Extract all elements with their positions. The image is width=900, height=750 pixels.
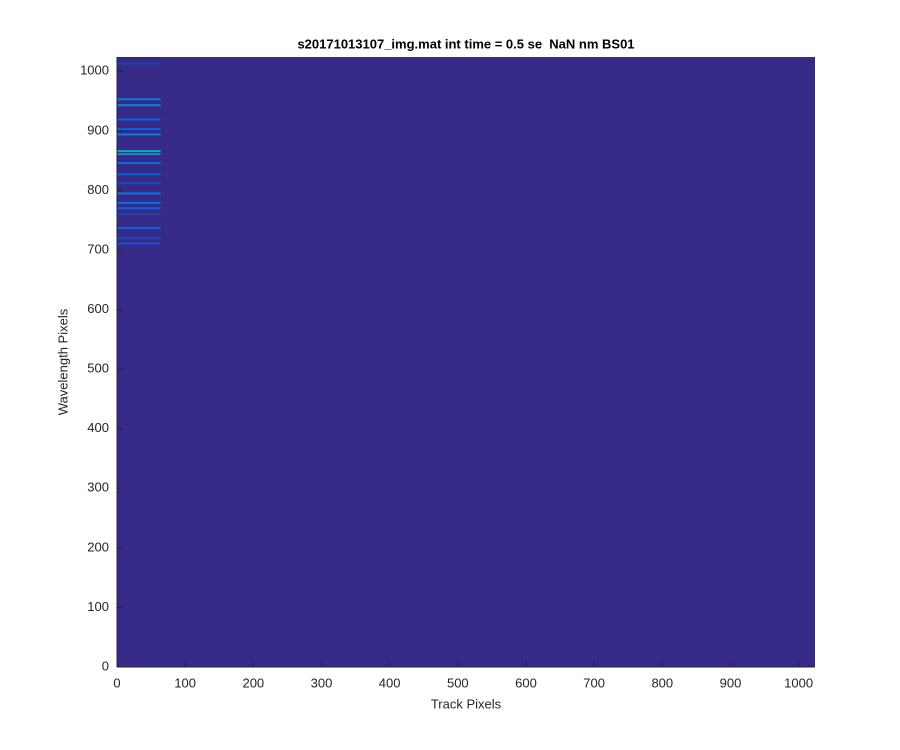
y-tick-label: 900: [87, 122, 109, 137]
y-tick-label: 200: [87, 539, 109, 554]
y-tick-label: 0: [102, 658, 109, 673]
image-background: [117, 57, 815, 667]
spectral-line: [117, 128, 161, 131]
x-tick-label: 600: [515, 675, 537, 690]
x-tick-label: 800: [651, 675, 673, 690]
spectral-line: [117, 207, 161, 210]
y-tick-label: 700: [87, 241, 109, 256]
spectral-line: [117, 182, 161, 185]
x-axis-label: Track Pixels: [431, 696, 502, 711]
x-tick-label: 500: [447, 675, 469, 690]
x-tick-label: 1000: [784, 675, 813, 690]
y-tick-label: 500: [87, 361, 109, 376]
x-tick-label: 900: [720, 675, 742, 690]
spectral-line: [117, 192, 161, 195]
y-tick-label: 400: [87, 420, 109, 435]
x-tick-label: 400: [379, 675, 401, 690]
spectral-line: [117, 62, 161, 65]
spectral-line: [117, 133, 161, 136]
spectral-line: [117, 242, 161, 245]
spectral-line: [117, 201, 161, 204]
spectral-line: [117, 213, 161, 216]
spectral-line: [117, 98, 161, 101]
spectral-line: [117, 226, 161, 229]
spectral-line: [117, 162, 161, 165]
spectral-line: [117, 173, 161, 176]
x-tick-label: 300: [311, 675, 333, 690]
y-axis-label: Wavelength Pixels: [55, 308, 70, 415]
chart-title: s20171013107_img.mat int time = 0.5 se N…: [297, 36, 634, 51]
spectral-line: [117, 118, 161, 121]
y-tick-label: 100: [87, 599, 109, 614]
spectral-line: [117, 153, 161, 156]
x-tick-label: 700: [583, 675, 605, 690]
spectral-line: [117, 104, 161, 107]
y-tick-label: 1000: [80, 63, 109, 78]
y-tick-label: 600: [87, 301, 109, 316]
spectral-line: [117, 150, 161, 153]
x-tick-label: 0: [113, 675, 120, 690]
spectral-line: [117, 237, 161, 240]
y-tick-label: 800: [87, 182, 109, 197]
x-tick-label: 200: [242, 675, 264, 690]
y-tick-label: 300: [87, 480, 109, 495]
x-tick-label: 100: [174, 675, 196, 690]
